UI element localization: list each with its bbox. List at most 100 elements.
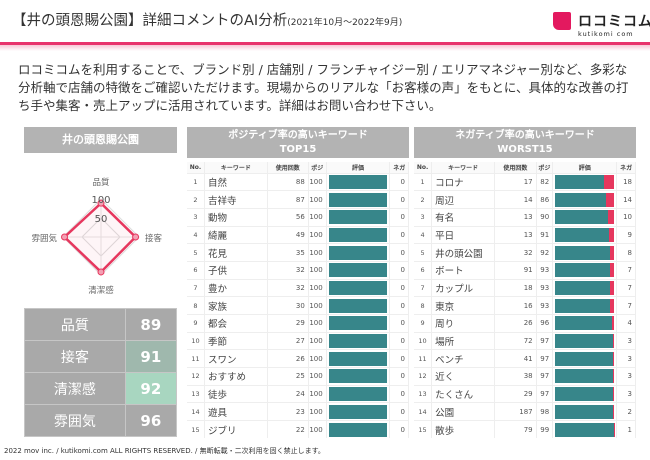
rank: 15 xyxy=(414,420,433,439)
negative-title-line1: ネガティブ率の高いキーワード xyxy=(455,130,595,141)
usage-count: 16 xyxy=(494,296,537,315)
keyword-row: 1 自然 88 100 0 xyxy=(187,172,409,191)
usage-count: 25 xyxy=(267,367,309,386)
description: ロコミコムを利用することで、ブランド別 / 店舗別 / フランチャイジー別 / … xyxy=(18,62,629,113)
keyword-row: 13 徒歩 24 100 0 xyxy=(187,384,409,403)
positive-bar xyxy=(555,210,609,225)
keyword-row: 5 井の頭公園 32 92 8 xyxy=(414,243,636,262)
positive-bar xyxy=(555,245,610,260)
keyword-row: 3 動物 56 100 0 xyxy=(187,207,409,227)
rank: 4 xyxy=(414,225,433,244)
radar-axis-label: 品質 xyxy=(92,177,110,188)
rating-bar xyxy=(552,172,618,191)
positive-rate: 97 xyxy=(536,349,554,368)
rating-bar xyxy=(552,420,618,439)
positive-bar xyxy=(555,387,613,402)
keyword-row: 10 場所 72 97 3 xyxy=(414,331,636,350)
negative-rate: 10 xyxy=(616,207,636,227)
positive-bar xyxy=(328,174,388,189)
negative-keywords-panel: ネガティブ率の高いキーワード WORST15 No. キーワード 使用回数 ポジ 評価 ネガ… xyxy=(414,127,636,439)
keyword: 豊か xyxy=(204,278,268,297)
keyword: 有名 xyxy=(431,207,496,227)
rank: 11 xyxy=(187,349,205,368)
negative-rate: 7 xyxy=(616,260,636,280)
title-text: 【井の頭恩賜公園】詳細コメントのAI分析 xyxy=(12,13,288,29)
negative-bar xyxy=(610,263,615,278)
usage-count: 32 xyxy=(267,260,309,280)
keyword: 季節 xyxy=(204,331,268,350)
negative-bar xyxy=(608,210,615,225)
score-value: 96 xyxy=(124,404,178,437)
negative-rate: 0 xyxy=(389,349,409,368)
rank: 5 xyxy=(187,243,205,262)
keyword-row: 13 たくさん 29 97 3 xyxy=(414,384,636,403)
score-value: 91 xyxy=(124,340,178,373)
rating-bar xyxy=(326,331,391,350)
negative-rate: 0 xyxy=(389,296,409,315)
positive-title: ポジティブ率の高いキーワード TOP15 xyxy=(187,127,409,158)
score-value: 92 xyxy=(124,372,178,405)
positive-bar xyxy=(328,227,388,242)
keyword: コロナ xyxy=(431,172,496,191)
rating-bar xyxy=(326,296,391,315)
negative-rate: 0 xyxy=(389,243,409,262)
rating-bar xyxy=(326,225,391,244)
keyword: 公園 xyxy=(431,402,496,421)
rating-bar xyxy=(326,349,391,368)
keyword-row: 14 遊具 23 100 0 xyxy=(187,402,409,421)
keyword-row: 4 綺麗 49 100 0 xyxy=(187,225,409,244)
footer-copyright: 2022 mov inc. / kutikomi.com ALL RIGHTS … xyxy=(4,447,325,455)
keyword: 自然 xyxy=(204,172,268,191)
usage-count: 32 xyxy=(494,243,537,262)
keyword-row: 2 周辺 14 86 14 xyxy=(414,190,636,209)
score-label: 接客 xyxy=(24,340,126,373)
keyword: 周り xyxy=(431,314,496,333)
rank: 7 xyxy=(187,278,205,297)
negative-rate: 3 xyxy=(616,349,636,368)
radar-axis-label: 清潔感 xyxy=(88,285,114,296)
negative-bar xyxy=(611,316,615,331)
usage-count: 72 xyxy=(494,331,537,350)
score-label: 品質 xyxy=(24,308,126,341)
usage-count: 38 xyxy=(494,367,537,386)
negative-rate: 0 xyxy=(389,225,409,244)
keyword-row: 6 ボート 91 93 7 xyxy=(414,260,636,280)
positive-rate: 96 xyxy=(536,314,554,333)
rating-bar xyxy=(552,278,618,297)
keyword-row: 11 スワン 26 100 0 xyxy=(187,349,409,368)
negative-rate: 0 xyxy=(389,314,409,333)
keyword-row: 11 ベンチ 41 97 3 xyxy=(414,349,636,368)
rank: 13 xyxy=(414,384,433,403)
positive-bar xyxy=(328,387,388,402)
negative-rate: 0 xyxy=(389,420,409,439)
rating-bar xyxy=(552,367,618,386)
positive-rate: 100 xyxy=(308,207,327,227)
keyword: 綺麗 xyxy=(204,225,268,244)
usage-count: 27 xyxy=(267,331,309,350)
keyword-row: 2 吉祥寺 87 100 0 xyxy=(187,190,409,209)
negative-rate: 2 xyxy=(616,402,636,421)
keyword: ベンチ xyxy=(431,349,496,368)
period-text: (2021年10月～2022年9月) xyxy=(287,18,403,28)
positive-rate: 100 xyxy=(308,296,327,315)
rating-bar xyxy=(552,225,618,244)
rating-bar xyxy=(552,190,618,209)
positive-bar xyxy=(328,192,388,207)
usage-count: 26 xyxy=(494,314,537,333)
usage-count: 13 xyxy=(494,225,537,244)
positive-rate: 100 xyxy=(308,243,327,262)
rank: 12 xyxy=(187,367,205,386)
keyword: 動物 xyxy=(204,207,268,227)
page-title: 【井の頭恩賜公園】詳細コメントのAI分析(2021年10月～2022年9月) xyxy=(12,9,402,30)
keyword: おすすめ xyxy=(204,367,268,386)
column-header: 評価 xyxy=(326,162,391,173)
negative-rate: 7 xyxy=(616,296,636,315)
rating-bar xyxy=(326,420,391,439)
positive-rate: 97 xyxy=(536,367,554,386)
positive-rate: 91 xyxy=(536,225,554,244)
column-header: No. xyxy=(187,162,205,173)
positive-bar xyxy=(555,280,611,295)
positive-rate: 86 xyxy=(536,190,554,209)
negative-rate: 18 xyxy=(616,172,636,191)
usage-count: 91 xyxy=(494,260,537,280)
